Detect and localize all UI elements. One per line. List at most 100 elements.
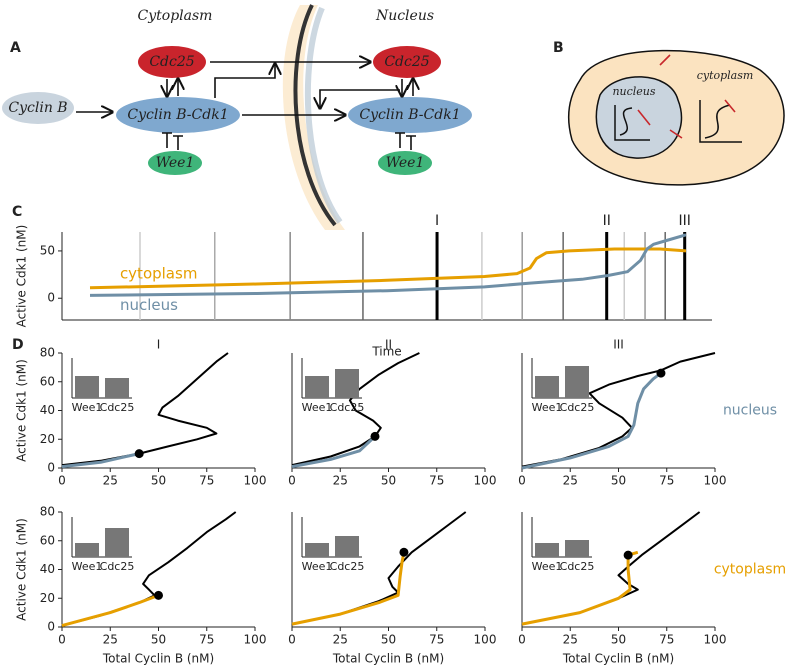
row-label: cytoplasm bbox=[714, 562, 786, 578]
x-tick-label: 50 bbox=[151, 474, 166, 488]
x-tick-label: 0 bbox=[518, 474, 526, 488]
panel-label: C bbox=[12, 204, 22, 220]
node-label: Wee1 bbox=[156, 155, 195, 171]
icon bbox=[637, 54, 736, 139]
inset-category: Cdc25 bbox=[560, 401, 595, 414]
x-tick-label: 25 bbox=[563, 633, 578, 647]
x-tick-label: 25 bbox=[103, 474, 118, 488]
region-title: Cytoplasm bbox=[138, 8, 213, 24]
subplot-title: II bbox=[385, 338, 392, 352]
inset-category: Cdc25 bbox=[560, 560, 595, 573]
cyclin-blob bbox=[2, 92, 74, 124]
row-label: nucleus bbox=[723, 403, 777, 419]
x-tick-label: 100 bbox=[474, 474, 497, 488]
cell-label: cytoplasm bbox=[697, 69, 754, 82]
y-axis-label: Active Cdk1 (nM) bbox=[15, 225, 29, 328]
x-axis-label: Total Cyclin B (nM) bbox=[102, 652, 214, 666]
x-tick-label: 75 bbox=[199, 474, 214, 488]
inset-bar bbox=[75, 376, 99, 398]
subplot-title: III bbox=[613, 338, 624, 352]
series-label: cytoplasm bbox=[120, 264, 198, 282]
inset-bar bbox=[75, 543, 99, 557]
x-tick-label: 50 bbox=[151, 633, 166, 647]
complex-blob bbox=[116, 97, 240, 133]
y-tick-label: 40 bbox=[40, 562, 55, 576]
cell-label: nucleus bbox=[612, 85, 655, 98]
state-point bbox=[134, 449, 144, 459]
inset-bar bbox=[335, 536, 359, 557]
series-line bbox=[291, 352, 420, 467]
series-line bbox=[89, 247, 687, 290]
x-tick-label: 100 bbox=[244, 474, 267, 488]
x-tick-label: 0 bbox=[58, 474, 66, 488]
wee1-blob bbox=[148, 151, 202, 175]
state-point bbox=[399, 547, 409, 557]
inset-category: Cdc25 bbox=[100, 401, 135, 414]
y-tick-label: 0 bbox=[47, 461, 55, 475]
x-tick-label: 0 bbox=[518, 633, 526, 647]
x-tick-label: 100 bbox=[704, 474, 727, 488]
y-tick-label: 80 bbox=[40, 346, 55, 360]
panel-label: B bbox=[553, 40, 564, 56]
panel-label: D bbox=[12, 337, 24, 353]
inset-category: Cdc25 bbox=[330, 401, 365, 414]
time-marker-label: III bbox=[679, 213, 691, 229]
inset-category: Wee1 bbox=[302, 560, 333, 573]
inset-category: Wee1 bbox=[532, 401, 563, 414]
cdc25-blob bbox=[138, 46, 206, 78]
x-axis-label: Total Cyclin B (nM) bbox=[562, 652, 674, 666]
x-tick-label: 100 bbox=[244, 633, 267, 647]
node-label: Cyclin B-Cdk1 bbox=[359, 107, 460, 123]
x-tick-label: 75 bbox=[429, 633, 444, 647]
series-line bbox=[291, 552, 406, 626]
node-label: Cdc25 bbox=[149, 54, 194, 70]
y-tick-label: 20 bbox=[40, 591, 55, 605]
complex-blob bbox=[348, 97, 472, 133]
series-line bbox=[291, 435, 377, 469]
inset-category: Wee1 bbox=[532, 560, 563, 573]
x-tick-label: 75 bbox=[659, 633, 674, 647]
node-label: Cyclin B-Cdk1 bbox=[127, 107, 228, 123]
inset-bar bbox=[565, 540, 589, 557]
series-line bbox=[89, 233, 687, 297]
state-point bbox=[623, 550, 633, 560]
x-tick-label: 0 bbox=[288, 633, 296, 647]
node-label: Cyclin B bbox=[8, 100, 67, 116]
x-tick-label: 100 bbox=[704, 633, 727, 647]
inset-category: Wee1 bbox=[72, 401, 103, 414]
x-tick-label: 25 bbox=[103, 633, 118, 647]
y-axis-label: Active Cdk1 (nM) bbox=[15, 518, 29, 621]
state-point bbox=[370, 431, 380, 441]
cdc25-blob bbox=[373, 46, 441, 78]
icon bbox=[614, 100, 742, 143]
inset-category: Cdc25 bbox=[100, 560, 135, 573]
x-tick-label: 0 bbox=[288, 474, 296, 488]
inset-bar bbox=[565, 366, 589, 398]
y-axis-label: Active Cdk1 (nM) bbox=[15, 359, 29, 462]
series-line bbox=[61, 452, 140, 469]
x-tick-label: 25 bbox=[333, 474, 348, 488]
y-tick-label: 40 bbox=[40, 403, 55, 417]
state-point bbox=[154, 590, 163, 600]
time-marker-label: I bbox=[435, 213, 439, 229]
y-tick-label: 80 bbox=[40, 505, 55, 519]
inset-category: Cdc25 bbox=[330, 560, 365, 573]
node-label: Cdc25 bbox=[384, 54, 429, 70]
x-tick-label: 75 bbox=[659, 474, 674, 488]
x-tick-label: 50 bbox=[611, 474, 626, 488]
region-title: Nucleus bbox=[375, 8, 434, 24]
y-tick-label: 20 bbox=[40, 432, 55, 446]
node-label: Wee1 bbox=[386, 155, 425, 171]
state-point bbox=[656, 368, 666, 378]
inset-bar bbox=[105, 528, 129, 557]
wee1-blob bbox=[378, 151, 432, 175]
x-tick-label: 25 bbox=[563, 474, 578, 488]
panel-label: A bbox=[10, 40, 21, 56]
inset-category: Wee1 bbox=[72, 560, 103, 573]
subplot-title: I bbox=[157, 338, 161, 352]
inset-bar bbox=[535, 376, 559, 398]
x-tick-label: 0 bbox=[58, 633, 66, 647]
x-tick-label: 50 bbox=[381, 474, 396, 488]
x-tick-label: 50 bbox=[381, 633, 396, 647]
